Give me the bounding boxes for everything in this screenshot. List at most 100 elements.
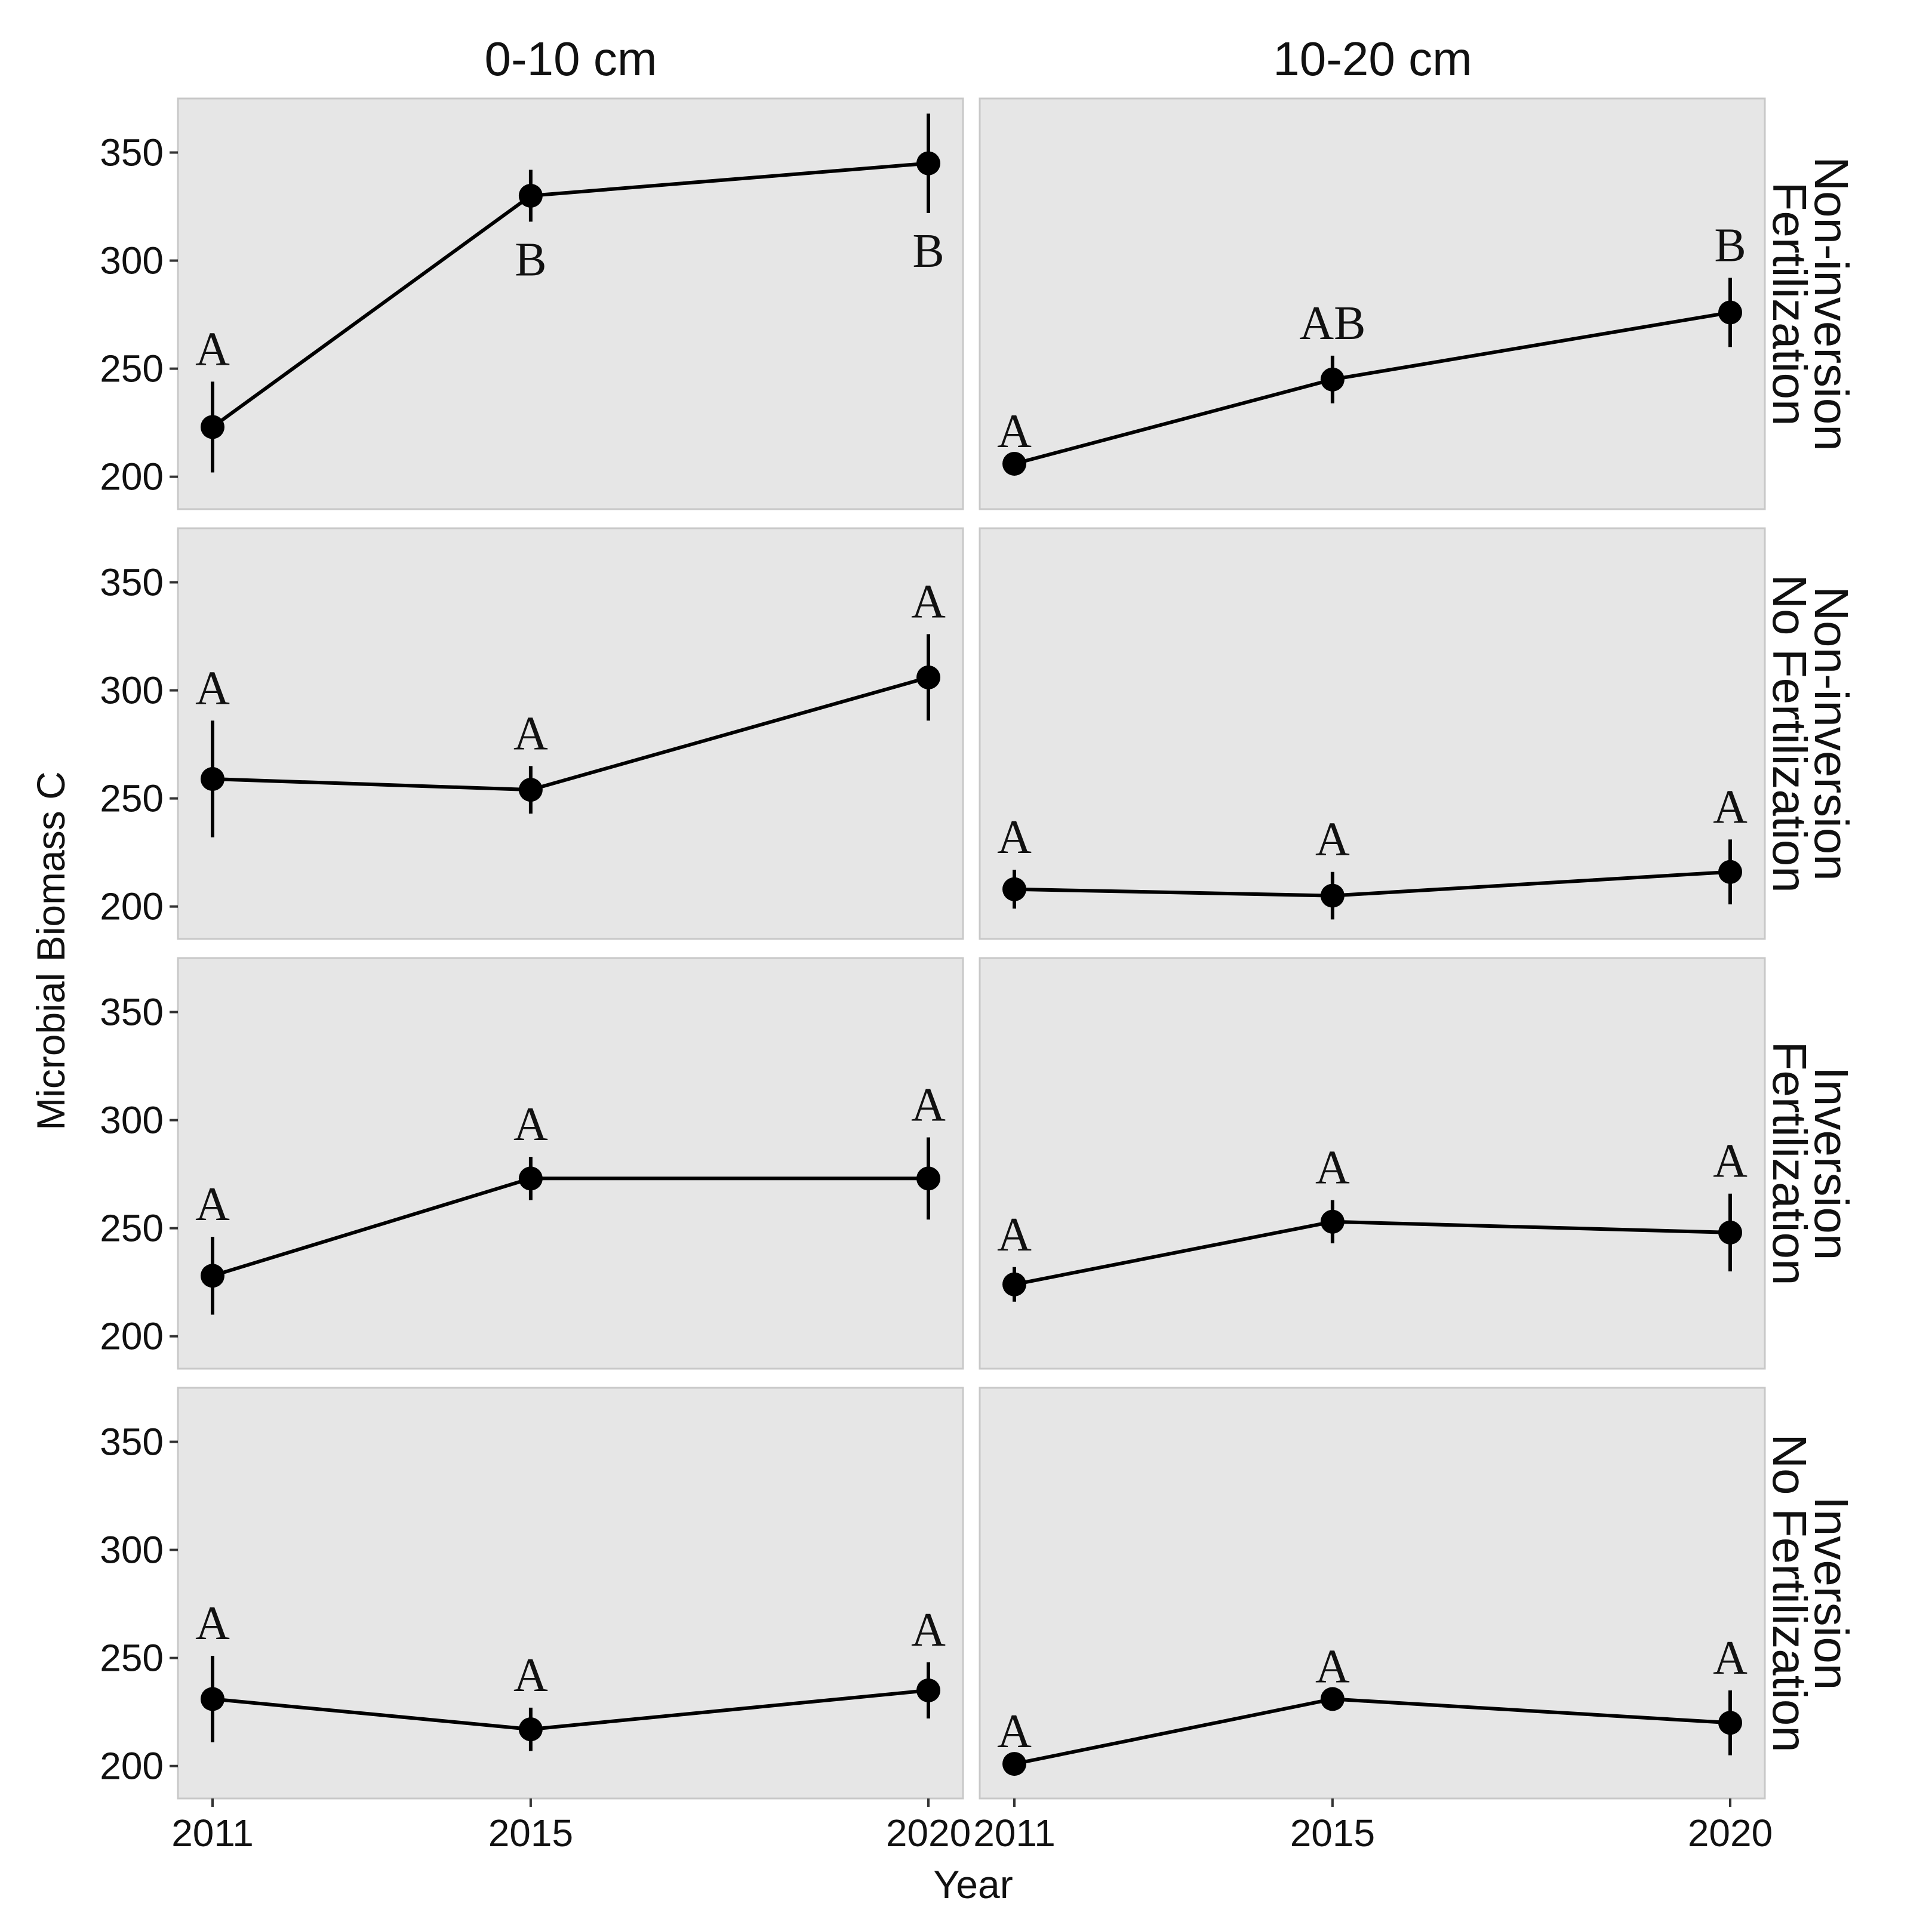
panel-background xyxy=(177,957,964,1370)
significance-letter: B xyxy=(912,225,944,278)
y-tick-label: 250 xyxy=(100,1637,164,1680)
significance-letter: A xyxy=(1315,1640,1350,1693)
panel-r2-c0: 200 250 300 350 A A A xyxy=(100,957,964,1370)
panel-r2-c1: A A A xyxy=(979,957,1766,1370)
significance-letter: B xyxy=(1714,220,1746,272)
panel-background xyxy=(177,97,964,510)
panel-background xyxy=(979,957,1766,1370)
row-title-line1: Inversion xyxy=(1805,1496,1858,1690)
y-tick-label: 200 xyxy=(100,1315,164,1358)
significance-letter: A xyxy=(997,1209,1032,1261)
data-point xyxy=(201,1264,224,1288)
panel-r1-c1: A AA xyxy=(979,527,1766,940)
data-point xyxy=(1320,883,1345,908)
significance-letter: A xyxy=(195,1178,230,1231)
data-point xyxy=(916,665,940,689)
x-tick-label: 2011 xyxy=(171,1812,254,1855)
significance-letter: A xyxy=(1315,814,1350,866)
data-point xyxy=(1002,877,1026,901)
data-point xyxy=(1002,1272,1026,1296)
panel-background xyxy=(979,1387,1766,1800)
data-point xyxy=(1718,860,1742,884)
x-axis-title: Year xyxy=(933,1862,1013,1906)
significance-letter: A xyxy=(997,811,1032,864)
row-title-line2: Fertilization xyxy=(1763,1041,1816,1285)
y-tick-label: 300 xyxy=(100,1529,164,1572)
panel-r0-c1: A AB B xyxy=(979,97,1766,510)
y-tick-label: 350 xyxy=(100,131,164,174)
x-tick-label: 2020 xyxy=(1688,1812,1773,1855)
data-point xyxy=(1320,1687,1345,1711)
y-tick-label: 300 xyxy=(100,669,164,712)
panel-background xyxy=(979,527,1766,940)
y-axis-title: Microbial Biomass C xyxy=(29,771,73,1130)
significance-letter: B xyxy=(515,233,546,286)
column-title-10-20-cm: 10-20 cm xyxy=(1273,32,1472,85)
data-point xyxy=(518,183,543,208)
y-tick-label: 350 xyxy=(100,1421,164,1464)
y-tick-label: 250 xyxy=(100,777,164,820)
data-point xyxy=(201,415,224,439)
panel-r3-c1: A A A xyxy=(979,1387,1766,1800)
x-tick-label: 2015 xyxy=(488,1812,573,1855)
significance-letter: AB xyxy=(1299,297,1365,350)
data-point xyxy=(518,1717,543,1742)
data-point xyxy=(916,1166,940,1191)
data-point xyxy=(1718,1711,1742,1735)
y-tick-label: 350 xyxy=(100,561,164,604)
data-point xyxy=(1320,1209,1345,1234)
significance-letter: A xyxy=(997,405,1032,458)
row-title-line2: No Fertilization xyxy=(1763,574,1816,893)
data-point xyxy=(1320,367,1345,392)
data-point xyxy=(1718,1220,1742,1245)
data-point xyxy=(518,1166,543,1191)
column-titles: 0-10 cm 10-20 cm xyxy=(485,32,1472,85)
column-title-0-10-cm: 0-10 cm xyxy=(485,32,657,85)
row-titles: Non-inversionFertilizationNon-inversionN… xyxy=(1763,156,1858,1752)
data-point xyxy=(916,151,940,175)
row-title-line2: No Fertilization xyxy=(1763,1434,1816,1752)
significance-letter: A xyxy=(997,1705,1032,1758)
panel-r1-c0: 200 250 300 350 A A A xyxy=(100,527,964,940)
x-tick-label: 2015 xyxy=(1290,1812,1375,1855)
significance-letter: A xyxy=(911,1604,946,1656)
significance-letter: A xyxy=(513,1649,548,1702)
significance-letter: A xyxy=(911,1079,946,1132)
significance-letter: A xyxy=(195,1597,230,1650)
significance-letter: A xyxy=(513,707,548,760)
panel-r3-c0: 200 250 300 350 A A A xyxy=(100,1387,964,1800)
row-title-line1: Inversion xyxy=(1805,1067,1858,1261)
y-tick-label: 200 xyxy=(100,1745,164,1788)
row-title-line2: Fertilization xyxy=(1763,181,1816,426)
significance-letter: A xyxy=(1713,1632,1748,1684)
significance-letter: A xyxy=(1713,781,1748,833)
y-tick-label: 250 xyxy=(100,1207,164,1250)
y-tick-label: 200 xyxy=(100,885,164,928)
y-tick-label: 300 xyxy=(100,1099,164,1142)
row-title-line1: Non-inversion xyxy=(1805,586,1858,881)
panel-r0-c0: 200 250 300 350 A B B xyxy=(100,97,964,510)
row-title-line1: Non-inversion xyxy=(1805,156,1858,451)
data-point xyxy=(1718,300,1742,325)
y-tick-label: 350 xyxy=(100,991,164,1034)
data-point xyxy=(518,778,543,802)
panel-background xyxy=(177,1387,964,1800)
x-tick-label: 2020 xyxy=(886,1812,971,1855)
y-tick-label: 300 xyxy=(100,239,164,282)
x-axis-ticks: 2011 2015 2020 2011 2015 2020 xyxy=(171,1798,1773,1855)
data-point xyxy=(201,1687,224,1711)
data-point xyxy=(1002,451,1026,476)
panel-background xyxy=(979,97,1766,510)
data-point xyxy=(1002,1752,1026,1776)
significance-letter: A xyxy=(1713,1135,1748,1188)
x-tick-label: 2011 xyxy=(973,1812,1056,1855)
panel-background xyxy=(177,527,964,940)
data-point xyxy=(201,767,224,791)
significance-letter: A xyxy=(1315,1142,1350,1194)
significance-letter: A xyxy=(513,1098,548,1151)
y-tick-label: 250 xyxy=(100,347,164,390)
significance-letter: A xyxy=(195,662,230,714)
significance-letter: A xyxy=(195,323,230,375)
